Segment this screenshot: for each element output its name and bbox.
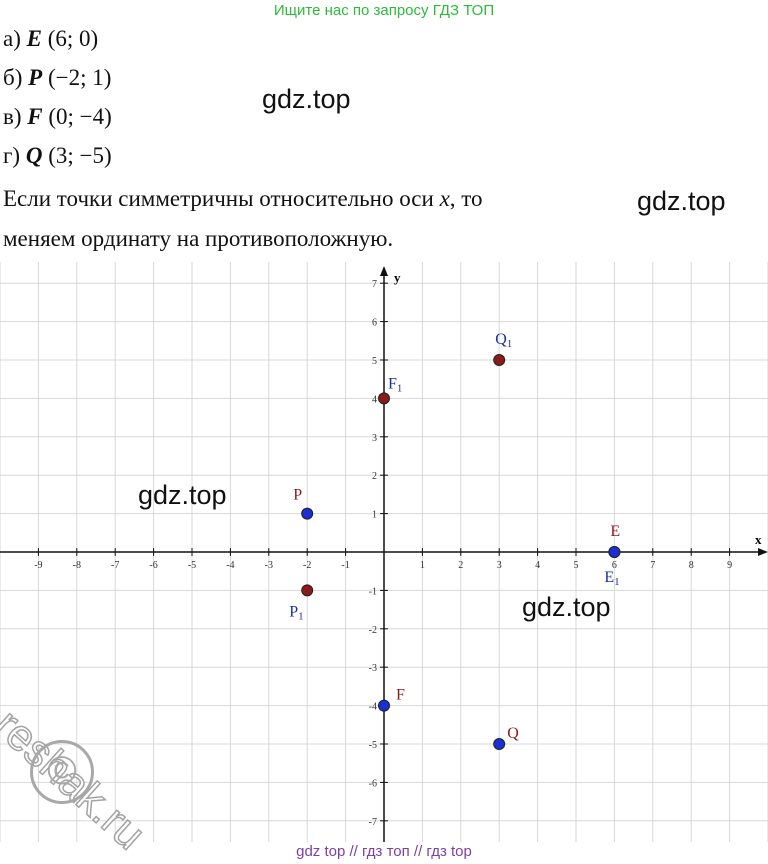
point-label-e1: E1 xyxy=(604,569,619,588)
x-tick-label: 7 xyxy=(650,560,655,571)
point-label-p: P xyxy=(293,487,302,504)
point-label-f: F xyxy=(396,687,405,704)
x-tick-label: -1 xyxy=(341,560,349,571)
explanation-var: x xyxy=(439,186,450,211)
y-tick-label: 4 xyxy=(372,394,377,405)
gdz-watermark: gdz.top xyxy=(138,480,227,510)
data-point-e1 xyxy=(608,546,621,558)
point-letter: P xyxy=(289,603,298,620)
y-tick-label: -4 xyxy=(369,702,377,713)
point-letter: E xyxy=(610,523,620,540)
x-tick-label: 2 xyxy=(458,560,463,571)
y-tick-label: -6 xyxy=(369,778,377,789)
x-tick-label: 9 xyxy=(727,560,732,571)
point-label-e: E xyxy=(610,523,620,540)
x-axis-arrow xyxy=(758,548,768,556)
point-subscript: 1 xyxy=(298,610,304,622)
gdz-watermark: gdz.top xyxy=(637,186,726,216)
copyright-icon: © xyxy=(30,740,94,804)
point-subscript: 1 xyxy=(507,338,513,350)
point-label-q: Q xyxy=(507,725,519,742)
item-name: E xyxy=(26,26,42,51)
y-axis-arrow xyxy=(380,266,388,276)
point-letter: E xyxy=(604,569,614,586)
x-tick-label: -3 xyxy=(265,560,273,571)
x-tick-label: -9 xyxy=(34,560,42,571)
gdz-watermark: gdz.top xyxy=(522,592,611,622)
item-coords: (−2; 1) xyxy=(47,65,112,90)
y-tick-label: 6 xyxy=(372,318,377,329)
x-tick-label: -2 xyxy=(303,560,311,571)
point-letter: F xyxy=(396,687,405,704)
point-letter: P xyxy=(293,487,302,504)
x-tick-label: -8 xyxy=(73,560,81,571)
data-point-p xyxy=(301,507,314,520)
data-point-f1 xyxy=(378,392,390,405)
x-tick-label: -5 xyxy=(188,560,196,571)
y-tick-label: 1 xyxy=(372,510,377,521)
y-tick-label: 2 xyxy=(372,471,377,482)
item-name: P xyxy=(28,65,43,90)
x-tick-label: 1 xyxy=(420,560,425,571)
explanation-line-2: меняем ординату на противоположную. xyxy=(3,226,394,251)
footer-links[interactable]: gdz top // гдз топ // гдз top xyxy=(296,843,472,860)
point-line-p: б) P (−2; 1) xyxy=(3,65,111,91)
point-letter: Q xyxy=(507,725,519,742)
item-prefix: б) xyxy=(3,65,23,90)
item-prefix: а) xyxy=(3,26,21,51)
y-tick-label: -2 xyxy=(369,625,377,636)
explanation-text: Если точки симметричны относительно оси xyxy=(3,186,434,211)
y-tick-label: -3 xyxy=(369,663,377,674)
y-tick-label: 5 xyxy=(372,356,377,367)
item-prefix: г) xyxy=(3,143,21,168)
data-point-q xyxy=(493,738,506,750)
data-point-q1 xyxy=(493,354,506,366)
x-tick-label: -7 xyxy=(111,560,119,571)
x-tick-label: 8 xyxy=(689,560,694,571)
x-tick-label: -6 xyxy=(149,560,157,571)
item-coords: (0; −4) xyxy=(48,104,112,129)
item-coords: (6; 0) xyxy=(47,26,99,51)
point-subscript: 1 xyxy=(614,576,620,588)
coordinate-plane: xy-9-8-7-6-5-4-3-2-1123456789987654321-1… xyxy=(0,262,768,842)
y-tick-label: 7 xyxy=(372,279,377,290)
x-axis-label: x xyxy=(755,532,762,547)
point-line-f: в) F (0; −4) xyxy=(3,104,112,130)
y-tick-label: 3 xyxy=(372,433,377,444)
y-tick-label: -5 xyxy=(369,740,377,751)
point-line-e: а) E (6; 0) xyxy=(3,26,98,52)
explanation-line-1: Если точки симметричны относительно оси … xyxy=(3,181,483,217)
item-coords: (3; −5) xyxy=(48,143,112,168)
point-line-q: г) Q (3; −5) xyxy=(3,143,112,169)
data-point-p1 xyxy=(301,584,314,597)
point-label-f1: F1 xyxy=(388,375,402,394)
search-banner[interactable]: Ищите нас по запросу ГДЗ ТОП xyxy=(273,2,495,19)
explanation-text: , то xyxy=(449,186,483,211)
point-letter: Q xyxy=(495,331,507,348)
gdz-watermark: gdz.top xyxy=(262,84,351,114)
item-name: F xyxy=(27,104,43,129)
item-name: Q xyxy=(25,143,43,168)
item-prefix: в) xyxy=(3,104,22,129)
y-axis-label: y xyxy=(394,270,401,285)
x-tick-label: 6 xyxy=(612,560,617,571)
point-label-q1: Q1 xyxy=(495,331,512,350)
data-point-f xyxy=(378,699,390,712)
point-subscript: 1 xyxy=(397,382,403,394)
x-tick-label: 5 xyxy=(574,560,579,571)
point-label-p1: P1 xyxy=(289,603,303,622)
y-tick-label: -1 xyxy=(369,586,377,597)
x-tick-label: 4 xyxy=(535,560,540,571)
x-tick-label: 3 xyxy=(497,560,502,571)
x-tick-label: -4 xyxy=(226,560,234,571)
point-letter: F xyxy=(388,375,397,392)
y-tick-label: -7 xyxy=(369,817,377,828)
